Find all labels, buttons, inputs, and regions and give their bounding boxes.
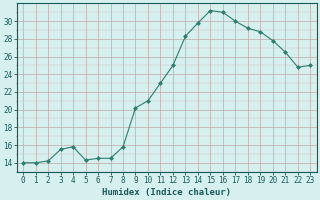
X-axis label: Humidex (Indice chaleur): Humidex (Indice chaleur) [102,188,231,197]
